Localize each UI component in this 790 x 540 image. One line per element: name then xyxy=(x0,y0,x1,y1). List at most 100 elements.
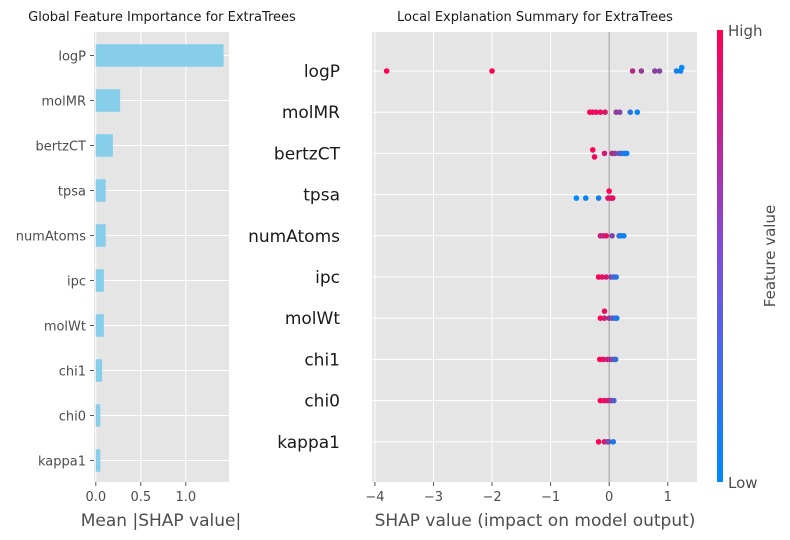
shap-grid xyxy=(372,32,697,482)
shap-point xyxy=(613,315,620,322)
shap-point xyxy=(595,195,602,201)
importance-grid xyxy=(94,32,229,482)
shap-point xyxy=(634,109,641,115)
importance-y-tick-label: tpsa xyxy=(58,185,86,200)
colorbar-high-label: High xyxy=(728,22,762,40)
importance-y-tick-label: numAtoms xyxy=(16,230,87,245)
shap-point xyxy=(623,150,630,157)
shap-point xyxy=(582,195,589,201)
importance-y-tick-label: chi1 xyxy=(59,365,86,380)
shap-point xyxy=(589,147,596,153)
shap-y-tick-label: numAtoms xyxy=(248,227,340,247)
importance-y-tick-label: kappa1 xyxy=(38,455,86,470)
shap-x-tick-label: −4 xyxy=(365,490,384,505)
shap-point xyxy=(601,150,608,157)
importance-bar xyxy=(95,224,106,247)
shap-x-axis-label: SHAP value (impact on model output) xyxy=(375,511,696,531)
shap-y-tick-label: chi1 xyxy=(304,350,340,370)
shap-point xyxy=(605,195,611,201)
shap-point xyxy=(611,397,617,404)
shap-y-tick-label: logP xyxy=(304,62,340,82)
shap-point xyxy=(610,439,617,445)
importance-y-tick-label: logP xyxy=(58,50,86,65)
importance-x-tick-label: 0.5 xyxy=(130,490,151,505)
importance-y-tick-labels: logP molMR bertzCT tpsa numAtoms ipc molWt chi1… xyxy=(16,50,94,470)
shap-x-tick-label: −2 xyxy=(482,490,501,505)
importance-y-tick-label: ipc xyxy=(67,275,86,290)
importance-chart: Global Feature Importance for ExtraTrees… xyxy=(16,10,296,531)
colorbar-low-label: Low xyxy=(728,474,758,492)
shap-y-tick-label: bertzCT xyxy=(274,144,341,164)
shap-points xyxy=(383,64,685,445)
shap-point xyxy=(612,356,619,363)
shap-summary-title: Local Explanation Summary for ExtraTrees xyxy=(397,10,673,25)
shap-x-tick-label: −3 xyxy=(424,490,443,505)
shap-point xyxy=(638,68,645,74)
shap-plot-area xyxy=(372,32,697,482)
importance-bar xyxy=(95,134,113,157)
shap-point xyxy=(627,109,634,115)
importance-bar xyxy=(95,359,103,382)
shap-point xyxy=(489,68,495,74)
shap-y-tick-labels: logP molMR bertzCT tpsa numAtoms ipc molWt chi1… xyxy=(248,62,341,453)
shap-summary-chart: Local Explanation Summary for ExtraTrees… xyxy=(248,10,697,531)
importance-x-axis-label: Mean |SHAP value| xyxy=(81,511,241,531)
importance-x-ticks: 0.0 0.5 1.0 xyxy=(85,482,196,505)
shap-point xyxy=(612,150,618,157)
shap-point xyxy=(606,439,612,445)
colorbar-gradient xyxy=(717,30,723,482)
shap-point xyxy=(595,439,602,445)
importance-y-tick-label: molWt xyxy=(44,320,86,335)
shap-point xyxy=(609,195,616,201)
shap-point xyxy=(613,274,619,280)
shap-point xyxy=(603,274,610,280)
shap-point xyxy=(656,68,663,74)
shap-y-tick-label: kappa1 xyxy=(277,433,340,453)
importance-y-tick-label: chi0 xyxy=(59,410,86,425)
shap-point xyxy=(673,68,680,74)
shap-point xyxy=(603,233,610,239)
importance-bar xyxy=(95,404,101,427)
shap-y-tick-label: chi0 xyxy=(304,392,340,412)
shap-x-tick-label: −1 xyxy=(541,490,560,505)
importance-bar xyxy=(95,44,224,67)
shap-point xyxy=(591,154,598,160)
shap-point xyxy=(678,64,685,71)
shap-point xyxy=(593,109,600,115)
importance-bar xyxy=(95,89,121,112)
shap-point xyxy=(652,68,658,74)
shap-y-tick-label: ipc xyxy=(315,268,340,288)
shap-point xyxy=(597,315,604,322)
shap-point xyxy=(597,397,604,404)
importance-chart-title: Global Feature Importance for ExtraTrees xyxy=(28,10,296,25)
shap-point xyxy=(629,68,636,74)
shap-point xyxy=(601,315,608,322)
importance-bar xyxy=(95,449,101,472)
shap-point xyxy=(602,109,608,115)
shap-y-tick-label: molWt xyxy=(285,309,340,329)
shap-point xyxy=(606,188,612,194)
shap-point xyxy=(599,274,605,280)
colorbar-title: Feature value xyxy=(761,205,779,307)
shap-point xyxy=(600,356,607,363)
shap-point xyxy=(573,195,580,201)
shap-x-tick-label: 1 xyxy=(664,490,672,505)
importance-bars xyxy=(95,44,224,472)
shap-y-tick-label: tpsa xyxy=(303,186,340,206)
shap-point xyxy=(601,308,608,315)
shap-point xyxy=(616,109,623,115)
shap-point xyxy=(609,233,615,239)
shap-x-tick-label: 0 xyxy=(605,490,613,505)
importance-bar xyxy=(95,314,104,337)
colorbar: High Low Feature value xyxy=(717,22,779,492)
shap-x-ticks: −4 −3 −2 −1 0 1 xyxy=(365,482,672,505)
importance-x-tick-label: 0.0 xyxy=(85,490,106,505)
importance-bar xyxy=(95,269,104,292)
importance-x-tick-label: 1.0 xyxy=(175,490,196,505)
importance-y-tick-label: molMR xyxy=(42,95,86,110)
importance-bar xyxy=(95,179,106,202)
shap-point xyxy=(597,109,604,115)
shap-y-tick-label: molMR xyxy=(282,103,340,123)
shap-point xyxy=(383,68,390,74)
